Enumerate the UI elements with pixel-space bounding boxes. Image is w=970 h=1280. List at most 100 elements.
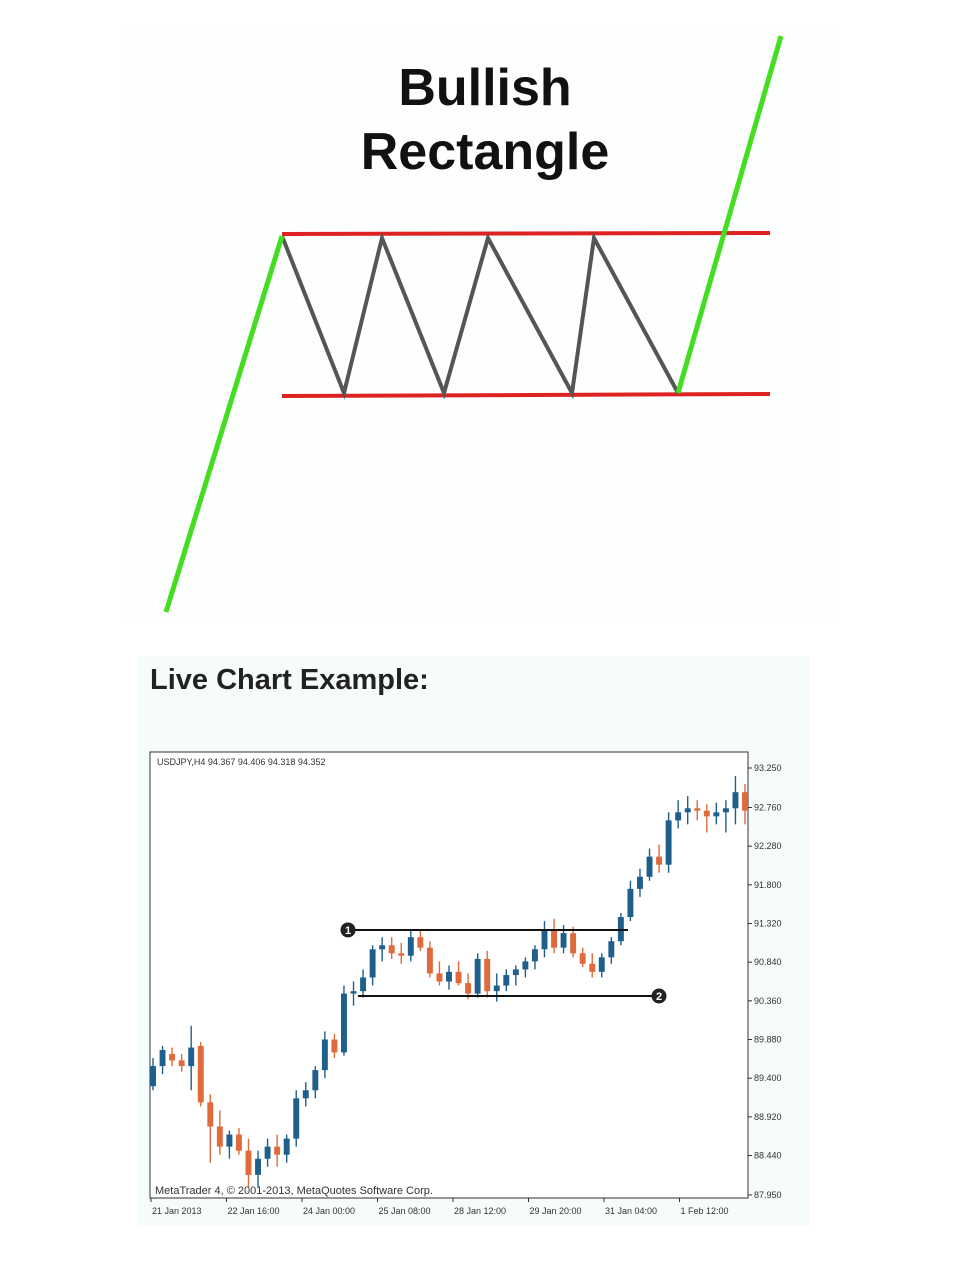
- candle: [465, 973, 472, 1000]
- candle-body: [579, 953, 586, 964]
- candle: [321, 1031, 328, 1079]
- candle-body: [283, 1138, 290, 1155]
- x-axis: 21 Jan 2013 22 Jan 16:00 24 Jan 00:00 25 Ja…: [150, 1198, 729, 1216]
- candle-body: [398, 953, 405, 956]
- y-tick-label: 89.880: [754, 1035, 782, 1045]
- candle-body: [293, 1098, 300, 1139]
- candle-body: [742, 792, 748, 811]
- candle: [694, 800, 701, 821]
- candle: [207, 1094, 214, 1163]
- candle-body: [703, 810, 710, 817]
- x-tick-label: 24 Jan 00:00: [303, 1206, 355, 1216]
- prior-uptrend-line: [163, 235, 285, 613]
- y-tick-label: 88.440: [754, 1151, 782, 1161]
- candle: [589, 953, 596, 978]
- candle: [379, 937, 386, 962]
- candle-body: [656, 856, 663, 865]
- candle-body: [722, 808, 729, 813]
- candle: [197, 1041, 204, 1107]
- candle: [245, 1138, 252, 1187]
- candle-body: [264, 1146, 271, 1159]
- candle-body: [512, 969, 519, 976]
- candle-body: [226, 1134, 233, 1147]
- candle: [264, 1138, 271, 1167]
- breakout-line: [675, 35, 784, 394]
- candle-body: [159, 1049, 166, 1067]
- candle-body: [474, 958, 481, 994]
- candle-body: [369, 949, 376, 978]
- levels-layer: 12: [340, 922, 667, 1004]
- candle-body: [274, 1146, 281, 1155]
- candle: [312, 1066, 319, 1099]
- support-marker: [651, 988, 667, 1004]
- candle-body: [388, 945, 395, 954]
- candle-body: [379, 945, 386, 950]
- candle-body: [426, 947, 433, 974]
- candle: [341, 985, 347, 1056]
- candle: [541, 921, 548, 958]
- candle: [608, 937, 615, 964]
- candle: [742, 784, 748, 825]
- candle-body: [503, 975, 510, 986]
- x-tick-label: 25 Jan 08:00: [379, 1206, 431, 1216]
- copyright-footer: MetaTrader 4, © 2001-2013, MetaQuotes So…: [155, 1185, 433, 1197]
- candle: [426, 941, 433, 978]
- candle: [360, 969, 367, 998]
- candle-body: [360, 977, 367, 992]
- candle-body: [255, 1158, 261, 1175]
- candle: [407, 929, 414, 962]
- candle: [646, 848, 653, 881]
- candle-body: [608, 941, 615, 958]
- candle-body: [407, 937, 414, 956]
- candle-body: [684, 808, 691, 813]
- candle: [350, 981, 357, 1006]
- candle: [722, 800, 729, 833]
- candle-body: [417, 937, 424, 948]
- resistance-marker-label: 1: [345, 925, 351, 937]
- candle: [255, 1150, 261, 1187]
- candle: [503, 969, 510, 992]
- resistance-marker: [340, 922, 356, 938]
- candle-body: [541, 929, 548, 950]
- candle: [159, 1045, 166, 1075]
- y-tick-label: 92.760: [754, 802, 782, 812]
- x-tick-label: 29 Jan 20:00: [530, 1206, 582, 1216]
- candle-body: [560, 933, 567, 948]
- bullish-rectangle-diagram: [163, 35, 784, 613]
- candle-body: [713, 812, 720, 817]
- candle-body: [188, 1047, 195, 1067]
- candle: [150, 1058, 156, 1091]
- candle-body: [302, 1090, 309, 1099]
- upper-boundary-line: [281, 231, 771, 236]
- candle-body: [235, 1134, 242, 1151]
- y-axis: 93.250 92.760 92.280 91.800 91.320 90.840 90.3…: [748, 763, 782, 1200]
- y-tick-label: 88.920: [754, 1112, 782, 1122]
- candle: [579, 947, 586, 967]
- candle: [178, 1054, 185, 1072]
- candle-body: [178, 1060, 185, 1067]
- x-tick-label: 28 Jan 12:00: [454, 1206, 506, 1216]
- candle-body: [522, 961, 529, 970]
- candle: [188, 1025, 195, 1091]
- candle-body: [350, 991, 357, 994]
- x-tick-label: 21 Jan 2013: [152, 1206, 202, 1216]
- candle-body: [216, 1126, 223, 1147]
- candle: [474, 953, 481, 998]
- y-tick-label: 92.280: [754, 841, 782, 851]
- candle: [302, 1082, 309, 1107]
- candle: [551, 918, 557, 954]
- y-tick-label: 90.360: [754, 996, 782, 1006]
- x-tick-label: 22 Jan 16:00: [228, 1206, 280, 1216]
- y-tick-label: 91.800: [754, 880, 782, 890]
- candle: [713, 802, 720, 825]
- candle-body: [694, 808, 701, 811]
- candle-body: [465, 983, 472, 994]
- candle-body: [627, 888, 634, 918]
- candle: [656, 844, 663, 873]
- candle-body: [570, 933, 577, 954]
- diagram-panel: [124, 24, 840, 622]
- consolidation-zigzag: [280, 231, 680, 400]
- candle: [388, 937, 395, 959]
- candle: [235, 1128, 242, 1155]
